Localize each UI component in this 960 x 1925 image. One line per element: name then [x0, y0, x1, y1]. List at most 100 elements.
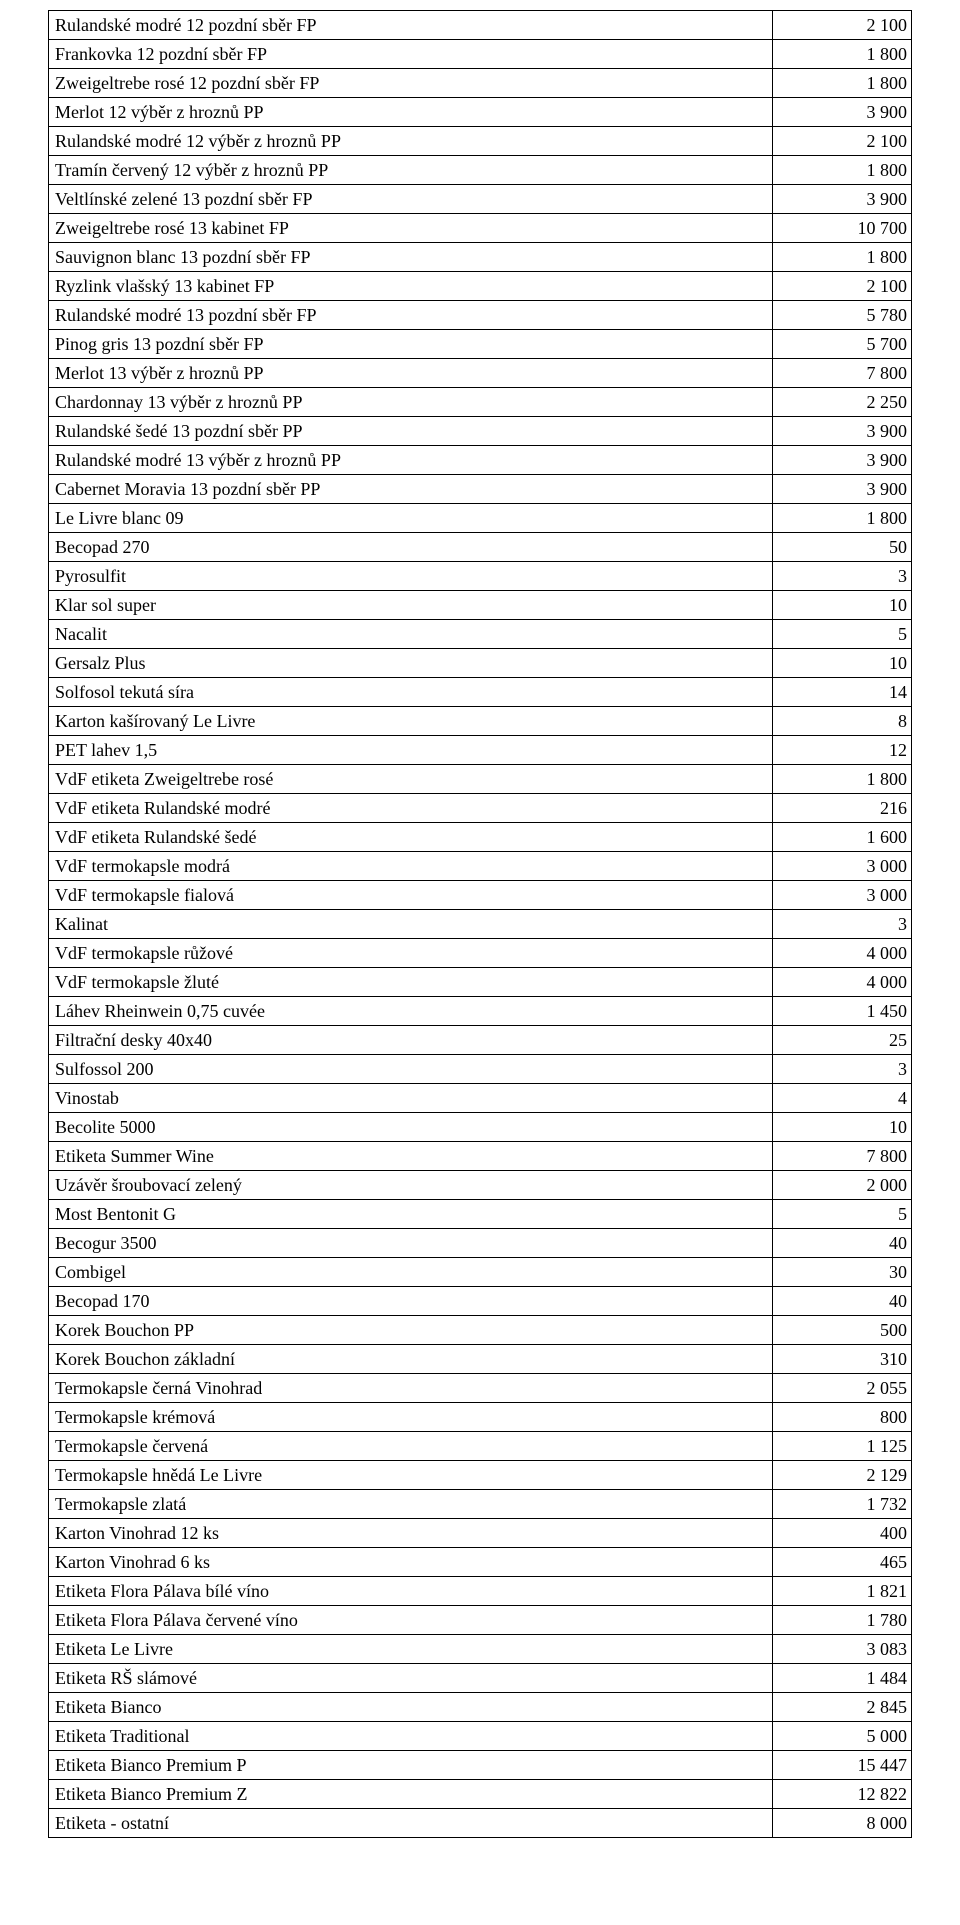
table-row: Merlot 13 výběr z hroznů PP7 800 — [49, 359, 912, 388]
table-row: Sulfossol 2003 — [49, 1055, 912, 1084]
table-row: VdF termokapsle modrá3 000 — [49, 852, 912, 881]
item-name-cell: Etiketa Le Livre — [49, 1635, 773, 1664]
item-name-cell: Chardonnay 13 výběr z hroznů PP — [49, 388, 773, 417]
item-name-cell: Karton kašírovaný Le Livre — [49, 707, 773, 736]
item-name-cell: Veltlínské zelené 13 pozdní sběr FP — [49, 185, 773, 214]
table-row: Chardonnay 13 výběr z hroznů PP2 250 — [49, 388, 912, 417]
table-row: VdF termokapsle růžové4 000 — [49, 939, 912, 968]
table-row: Gersalz Plus10 — [49, 649, 912, 678]
item-name-cell: Termokapsle černá Vinohrad — [49, 1374, 773, 1403]
item-name-cell: Etiketa Traditional — [49, 1722, 773, 1751]
item-value-cell: 1 450 — [773, 997, 912, 1026]
item-name-cell: Uzávěr šroubovací zelený — [49, 1171, 773, 1200]
item-name-cell: Etiketa Bianco Premium P — [49, 1751, 773, 1780]
table-row: Karton Vinohrad 12 ks400 — [49, 1519, 912, 1548]
table-row: Zweigeltrebe rosé 12 pozdní sběr FP1 800 — [49, 69, 912, 98]
inventory-table: Rulandské modré 12 pozdní sběr FP2 100Fr… — [48, 10, 912, 1838]
item-name-cell: Sauvignon blanc 13 pozdní sběr FP — [49, 243, 773, 272]
item-value-cell: 10 — [773, 591, 912, 620]
item-name-cell: Rulandské modré 12 výběr z hroznů PP — [49, 127, 773, 156]
item-value-cell: 4 000 — [773, 968, 912, 997]
table-row: Kalinat3 — [49, 910, 912, 939]
item-name-cell: Becolite 5000 — [49, 1113, 773, 1142]
table-row: Termokapsle hnědá Le Livre2 129 — [49, 1461, 912, 1490]
item-name-cell: Etiketa - ostatní — [49, 1809, 773, 1838]
table-row: Etiketa Flora Pálava červené víno1 780 — [49, 1606, 912, 1635]
item-value-cell: 1 800 — [773, 243, 912, 272]
item-value-cell: 3 083 — [773, 1635, 912, 1664]
table-row: Etiketa Le Livre3 083 — [49, 1635, 912, 1664]
item-name-cell: Kalinat — [49, 910, 773, 939]
table-row: Termokapsle černá Vinohrad2 055 — [49, 1374, 912, 1403]
table-row: Láhev Rheinwein 0,75 cuvée1 450 — [49, 997, 912, 1026]
item-value-cell: 25 — [773, 1026, 912, 1055]
item-value-cell: 3 — [773, 562, 912, 591]
item-name-cell: Vinostab — [49, 1084, 773, 1113]
item-value-cell: 40 — [773, 1287, 912, 1316]
item-name-cell: Etiketa Flora Pálava červené víno — [49, 1606, 773, 1635]
item-value-cell: 8 000 — [773, 1809, 912, 1838]
item-value-cell: 3 — [773, 1055, 912, 1084]
table-row: VdF etiketa Rulandské šedé1 600 — [49, 823, 912, 852]
item-value-cell: 7 800 — [773, 359, 912, 388]
item-value-cell: 1 800 — [773, 504, 912, 533]
item-value-cell: 8 — [773, 707, 912, 736]
item-name-cell: Becopad 170 — [49, 1287, 773, 1316]
item-value-cell: 1 800 — [773, 156, 912, 185]
item-name-cell: VdF etiketa Rulandské modré — [49, 794, 773, 823]
item-name-cell: Pinog gris 13 pozdní sběr FP — [49, 330, 773, 359]
item-name-cell: Merlot 13 výběr z hroznů PP — [49, 359, 773, 388]
item-name-cell: Solfosol tekutá síra — [49, 678, 773, 707]
item-name-cell: Termokapsle hnědá Le Livre — [49, 1461, 773, 1490]
table-row: Combigel30 — [49, 1258, 912, 1287]
item-value-cell: 4 — [773, 1084, 912, 1113]
table-row: Etiketa RŠ slámové1 484 — [49, 1664, 912, 1693]
item-value-cell: 1 800 — [773, 40, 912, 69]
table-row: VdF etiketa Zweigeltrebe rosé1 800 — [49, 765, 912, 794]
item-value-cell: 3 000 — [773, 881, 912, 910]
table-row: Etiketa Bianco Premium P15 447 — [49, 1751, 912, 1780]
item-value-cell: 10 — [773, 1113, 912, 1142]
table-row: Cabernet Moravia 13 pozdní sběr PP3 900 — [49, 475, 912, 504]
item-name-cell: Etiketa Bianco — [49, 1693, 773, 1722]
table-row: Becolite 500010 — [49, 1113, 912, 1142]
table-row: Termokapsle krémová800 — [49, 1403, 912, 1432]
item-value-cell: 4 000 — [773, 939, 912, 968]
item-name-cell: Etiketa RŠ slámové — [49, 1664, 773, 1693]
table-row: Termokapsle zlatá1 732 — [49, 1490, 912, 1519]
item-name-cell: Etiketa Bianco Premium Z — [49, 1780, 773, 1809]
item-value-cell: 2 845 — [773, 1693, 912, 1722]
table-row: Rulandské modré 12 pozdní sběr FP2 100 — [49, 11, 912, 40]
table-row: Rulandské modré 12 výběr z hroznů PP2 10… — [49, 127, 912, 156]
table-row: Le Livre blanc 091 800 — [49, 504, 912, 533]
item-value-cell: 3 — [773, 910, 912, 939]
table-row: Etiketa Flora Pálava bílé víno1 821 — [49, 1577, 912, 1606]
item-name-cell: Ryzlink vlašský 13 kabinet FP — [49, 272, 773, 301]
item-name-cell: Cabernet Moravia 13 pozdní sběr PP — [49, 475, 773, 504]
item-name-cell: Karton Vinohrad 12 ks — [49, 1519, 773, 1548]
item-value-cell: 465 — [773, 1548, 912, 1577]
item-name-cell: VdF termokapsle žluté — [49, 968, 773, 997]
table-row: Zweigeltrebe rosé 13 kabinet FP10 700 — [49, 214, 912, 243]
item-value-cell: 310 — [773, 1345, 912, 1374]
item-value-cell: 40 — [773, 1229, 912, 1258]
table-row: Frankovka 12 pozdní sběr FP1 800 — [49, 40, 912, 69]
item-value-cell: 1 800 — [773, 69, 912, 98]
item-value-cell: 3 900 — [773, 475, 912, 504]
item-name-cell: VdF termokapsle fialová — [49, 881, 773, 910]
item-name-cell: Le Livre blanc 09 — [49, 504, 773, 533]
item-value-cell: 1 800 — [773, 765, 912, 794]
item-name-cell: Merlot 12 výběr z hroznů PP — [49, 98, 773, 127]
item-value-cell: 2 100 — [773, 272, 912, 301]
item-value-cell: 1 125 — [773, 1432, 912, 1461]
item-value-cell: 216 — [773, 794, 912, 823]
item-name-cell: Etiketa Flora Pálava bílé víno — [49, 1577, 773, 1606]
page-container: Rulandské modré 12 pozdní sběr FP2 100Fr… — [0, 0, 960, 1858]
item-value-cell: 14 — [773, 678, 912, 707]
item-value-cell: 500 — [773, 1316, 912, 1345]
table-row: Sauvignon blanc 13 pozdní sběr FP1 800 — [49, 243, 912, 272]
item-value-cell: 1 732 — [773, 1490, 912, 1519]
item-value-cell: 3 900 — [773, 98, 912, 127]
table-row: Klar sol super10 — [49, 591, 912, 620]
item-name-cell: Zweigeltrebe rosé 12 pozdní sběr FP — [49, 69, 773, 98]
